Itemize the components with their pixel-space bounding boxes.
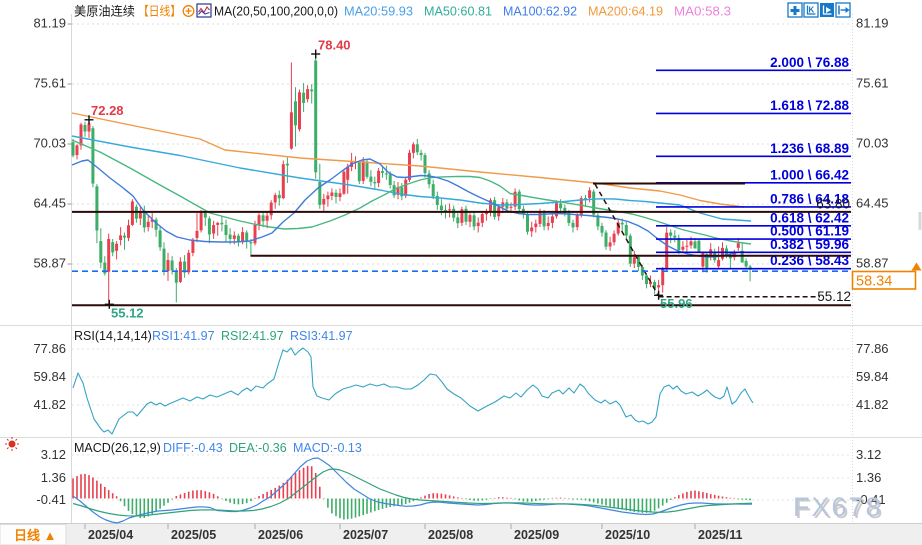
svg-text:FX678: FX678 — [793, 492, 883, 522]
svg-text:55.96: 55.96 — [660, 296, 693, 311]
svg-text:77.86: 77.86 — [33, 341, 66, 356]
svg-text:【日线】: 【日线】 — [138, 5, 181, 19]
svg-text:64.45: 64.45 — [856, 196, 889, 211]
svg-text:MA200:64.19: MA200:64.19 — [588, 5, 663, 19]
svg-text:MA(20,50,100,200,0,0): MA(20,50,100,200,0,0) — [214, 5, 338, 19]
svg-text:MA20:59.93: MA20:59.93 — [344, 5, 413, 19]
svg-text:MA100:62.92: MA100:62.92 — [503, 5, 577, 19]
svg-text:日线 ▲: 日线 ▲ — [14, 528, 56, 543]
svg-text:-0.41: -0.41 — [856, 492, 886, 507]
svg-text:1.236 \ 68.89: 1.236 \ 68.89 — [770, 141, 849, 156]
svg-text:RSI3:41.97: RSI3:41.97 — [290, 329, 353, 343]
svg-text:0.786 \ 64.18: 0.786 \ 64.18 — [770, 191, 849, 206]
svg-text:3.12: 3.12 — [41, 447, 66, 462]
svg-text:FX678: FX678 — [795, 494, 885, 524]
svg-text:1.36: 1.36 — [856, 470, 881, 485]
svg-text:70.03: 70.03 — [856, 136, 889, 151]
svg-text:RSI2:41.97: RSI2:41.97 — [221, 329, 284, 343]
svg-text:78.40: 78.40 — [318, 38, 351, 53]
svg-text:0.382 \ 59.96: 0.382 \ 59.96 — [770, 237, 849, 252]
svg-text:MA50:60.81: MA50:60.81 — [424, 5, 492, 19]
svg-text:DEA:-0.36: DEA:-0.36 — [229, 441, 287, 455]
svg-text:75.61: 75.61 — [33, 76, 66, 91]
svg-text:2025/08: 2025/08 — [428, 528, 473, 542]
svg-text:MACD:-0.13: MACD:-0.13 — [293, 441, 362, 455]
svg-text:2025/06: 2025/06 — [258, 528, 303, 542]
svg-text:1.36: 1.36 — [41, 470, 66, 485]
svg-text:2025/11: 2025/11 — [698, 528, 743, 542]
svg-text:41.82: 41.82 — [856, 397, 889, 412]
svg-text:-0.41: -0.41 — [36, 492, 66, 507]
svg-text:RSI(14,14,14): RSI(14,14,14) — [74, 329, 152, 343]
svg-text:2025/04: 2025/04 — [88, 528, 133, 542]
svg-text:RSI1:41.97: RSI1:41.97 — [152, 329, 215, 343]
svg-text:2.000 \ 76.88: 2.000 \ 76.88 — [770, 55, 849, 70]
svg-text:58.87: 58.87 — [33, 256, 66, 271]
svg-text:58.87: 58.87 — [856, 256, 889, 271]
svg-text:63.80: 63.80 — [816, 197, 850, 212]
svg-text:77.86: 77.86 — [856, 341, 889, 356]
svg-text:2025/10: 2025/10 — [605, 528, 650, 542]
svg-text:1.000 \ 66.42: 1.000 \ 66.42 — [770, 167, 849, 182]
svg-text:64.45: 64.45 — [33, 196, 66, 211]
svg-text:75.61: 75.61 — [856, 76, 889, 91]
svg-text:59.84: 59.84 — [856, 369, 889, 384]
svg-text:2025/09: 2025/09 — [514, 528, 559, 542]
svg-text:81.19: 81.19 — [856, 16, 889, 31]
svg-text:0.618 \ 62.42: 0.618 \ 62.42 — [770, 210, 849, 225]
svg-text:2025/05: 2025/05 — [171, 528, 216, 542]
svg-text:55.12: 55.12 — [817, 289, 851, 304]
svg-text:59.84: 59.84 — [33, 369, 66, 384]
svg-text:72.28: 72.28 — [91, 103, 124, 118]
svg-text:MA0:58.3: MA0:58.3 — [674, 5, 731, 19]
svg-text:DIFF:-0.43: DIFF:-0.43 — [163, 441, 223, 455]
svg-text:81.19: 81.19 — [33, 16, 66, 31]
svg-text:55.12: 55.12 — [111, 306, 144, 321]
svg-text:美原油连续: 美原油连续 — [74, 4, 135, 19]
svg-text:70.03: 70.03 — [33, 136, 66, 151]
svg-text:2025/07: 2025/07 — [343, 528, 388, 542]
svg-text:0.500 \ 61.19: 0.500 \ 61.19 — [770, 224, 849, 239]
svg-text:41.82: 41.82 — [33, 397, 66, 412]
svg-text:58.34: 58.34 — [856, 274, 892, 290]
svg-text:3.12: 3.12 — [856, 447, 881, 462]
svg-text:1.618 \ 72.88: 1.618 \ 72.88 — [770, 98, 849, 113]
svg-text:0.236 \ 58.43: 0.236 \ 58.43 — [770, 253, 849, 268]
svg-text:K: K — [809, 6, 815, 15]
svg-text:MACD(26,12,9): MACD(26,12,9) — [74, 441, 161, 455]
